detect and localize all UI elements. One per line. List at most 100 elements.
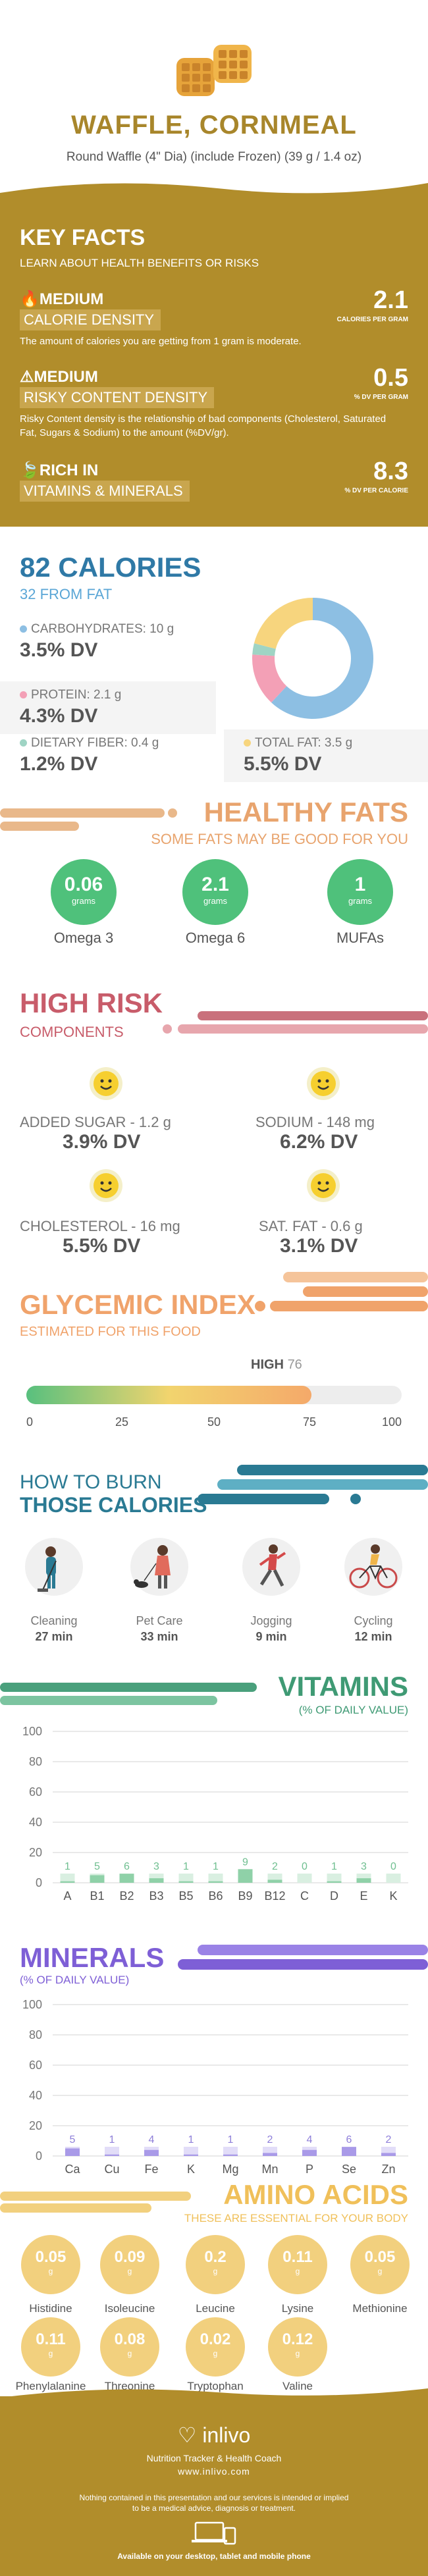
mufas-bubble: 1 grams: [327, 859, 393, 925]
calories-donut-chart: [252, 598, 373, 719]
activity-time: 33 min: [140, 1630, 178, 1643]
footer: ♡ inlivo Nutrition Tracker & Health Coac…: [0, 2388, 428, 2576]
smiley-icon: [90, 1067, 122, 1100]
omega6-label: Omega 6: [185, 930, 246, 946]
vitamins-chart: 100 80 60 40 20 0 1 A 5 B1 6 B2 3 B3 1 B5 1 B6 9 B9 2 B12 0 C 1 D…: [22, 1725, 408, 1903]
amino-bubble: 0.02 g: [186, 2317, 245, 2377]
x-tick-label: B9: [238, 1889, 252, 1903]
protein-dot: [20, 691, 27, 699]
amino-label: Leucine: [196, 2302, 235, 2315]
footer-wave: [0, 2388, 428, 2398]
y-tick-label: 20: [29, 2119, 42, 2132]
y-tick-label: 20: [29, 1846, 42, 1859]
bar: [60, 1881, 75, 1883]
y-tick-label: 60: [29, 1785, 42, 1799]
jogging-icon: [242, 1538, 300, 1596]
amino-label: Threonine: [104, 2380, 155, 2392]
bar-value-label: 4: [149, 2134, 155, 2145]
risky-content-desc: Risky Content density is the relationshi…: [20, 413, 387, 438]
bar: [144, 2149, 159, 2156]
y-tick-label: 80: [29, 1755, 42, 1768]
x-tick-label: Fe: [144, 2163, 158, 2176]
risk-stripes: [163, 1011, 428, 1034]
sodium-dv: 6.2% DV: [280, 1131, 358, 1153]
vitamins-title: VITAMINS: [278, 1671, 408, 1702]
x-tick-label: Mn: [261, 2163, 278, 2176]
amino-bubble: 0.2 g: [186, 2235, 245, 2294]
vitamins-minerals-label: VITAMINS & MINERALS: [20, 481, 190, 502]
healthy-fats-subtitle: SOME FATS MAY BE GOOD FOR YOU: [151, 831, 408, 847]
glycemic-subtitle: ESTIMATED FOR THIS FOOD: [20, 1325, 201, 1339]
sodium-label: SODIUM - 148 mg: [255, 1114, 375, 1130]
vitamins-subtitle: (% OF DAILY VALUE): [298, 1704, 408, 1716]
x-tick-label: Mg: [222, 2163, 238, 2176]
bar-background: [208, 1874, 223, 1883]
risky-content-unit: % DV PER GRAM: [354, 394, 408, 401]
footer-url[interactable]: www.inlivo.com: [178, 2466, 250, 2477]
flame-icon: 🔥: [20, 290, 40, 308]
activity-label: Jogging: [250, 1614, 292, 1627]
high-risk-title: HIGH RISK: [20, 987, 163, 1018]
bar-value-label: 1: [228, 2134, 234, 2145]
calorie-density-level: 🔥MEDIUM: [20, 290, 104, 308]
glycemic-stripes: [255, 1272, 428, 1311]
calorie-density-value: 2.1: [373, 286, 408, 314]
bar: [327, 1881, 342, 1883]
bar-value-label: 1: [65, 1861, 70, 1872]
glycemic-bar: [26, 1386, 312, 1404]
vitamins-minerals-level: 🍃RICH IN: [20, 461, 99, 479]
cholesterol-dv: 5.5% DV: [63, 1235, 141, 1257]
fiber-dot: [20, 739, 27, 747]
footer-disclaimer-2: to be a medical advice, diagnosis or tre…: [132, 2504, 296, 2513]
key-facts-title: KEY FACTS: [20, 225, 146, 250]
vitamins-minerals-unit: % DV PER CALORIE: [344, 487, 408, 494]
bar: [263, 2153, 277, 2156]
bar-value-label: 3: [153, 1861, 159, 1872]
gi-tick: 50: [207, 1415, 221, 1429]
bar-value-label: 2: [272, 1861, 278, 1872]
serving-subtitle: Round Waffle (4" Dia) (include Frozen) (…: [66, 150, 362, 164]
bar-value-label: 2: [386, 2134, 392, 2145]
amino-stripes: [0, 2192, 191, 2213]
bar: [208, 1881, 223, 1883]
amino-label: Phenylalanine: [15, 2380, 86, 2392]
amino-bubble: 0.08 g: [100, 2317, 159, 2377]
x-tick-label: B6: [208, 1889, 223, 1903]
bar-background: [184, 2147, 198, 2156]
nutrient-carbs: CARBOHYDRATES: 10 g 3.5% DV: [20, 622, 174, 661]
key-facts-section: KEY FACTS LEARN ABOUT HEALTH BENEFITS OR…: [0, 197, 428, 527]
y-tick-label: 40: [29, 2089, 42, 2102]
footer-disclaimer-1: Nothing contained in this presentation a…: [79, 2493, 349, 2502]
calories-from-fat: 32 FROM FAT: [20, 586, 113, 602]
heart-icon: ♡: [177, 2423, 197, 2447]
smiley-icon: [307, 1169, 340, 1202]
glycemic-value: 76: [287, 1357, 302, 1372]
x-tick-label: B1: [90, 1889, 104, 1903]
calorie-density-label: CALORIE DENSITY: [20, 309, 161, 330]
x-tick-label: B2: [119, 1889, 134, 1903]
glycemic-title: GLYCEMIC INDEX: [20, 1289, 255, 1320]
cholesterol-label: CHOLESTEROL - 16 mg: [20, 1218, 180, 1234]
donut-slice-fiber: [252, 643, 276, 656]
pet-care-icon: [130, 1538, 188, 1596]
omega3-label: Omega 3: [53, 930, 114, 946]
bar-value-label: 1: [213, 1861, 219, 1872]
bar-background: [60, 1874, 75, 1883]
footer-brand: ♡ inlivo: [177, 2423, 251, 2447]
y-tick-label: 40: [29, 1816, 42, 1829]
bar-value-label: 9: [242, 1856, 248, 1868]
x-tick-label: P: [306, 2163, 313, 2176]
amino-bubble: 0.05 g: [350, 2235, 410, 2294]
bar: [238, 1869, 253, 1883]
high-risk-subtitle: COMPONENTS: [20, 1024, 124, 1040]
waffle-icon: [176, 45, 252, 96]
activity-label: Cleaning: [30, 1614, 78, 1627]
minerals-subtitle: (% OF DAILY VALUE): [20, 1974, 130, 1986]
bar-background: [223, 2147, 238, 2156]
bar-value-label: 1: [188, 2134, 194, 2145]
risky-content-value: 0.5: [373, 364, 408, 392]
activity-label: Cycling: [354, 1614, 393, 1627]
nutrient-protein: PROTEIN: 2.1 g 4.3% DV: [0, 681, 216, 734]
gi-tick: 100: [382, 1415, 402, 1429]
